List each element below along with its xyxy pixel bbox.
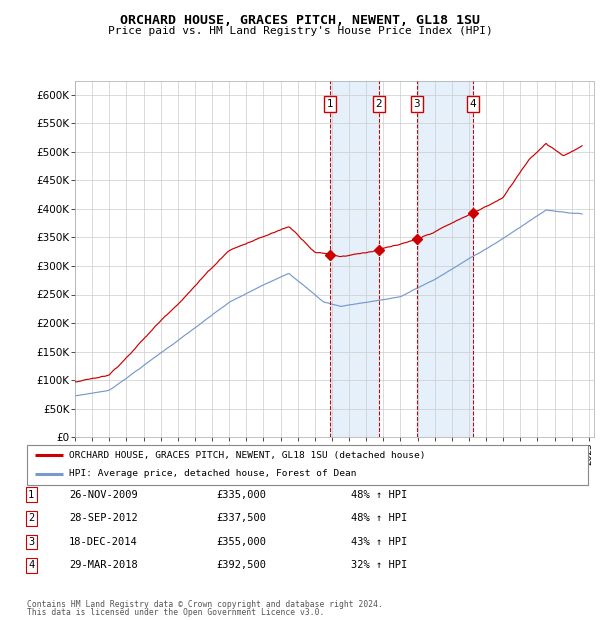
Text: 32% ↑ HPI: 32% ↑ HPI xyxy=(351,560,407,570)
Text: This data is licensed under the Open Government Licence v3.0.: This data is licensed under the Open Gov… xyxy=(27,608,325,617)
Text: 26-NOV-2009: 26-NOV-2009 xyxy=(69,490,138,500)
Text: Contains HM Land Registry data © Crown copyright and database right 2024.: Contains HM Land Registry data © Crown c… xyxy=(27,600,383,609)
Bar xyxy=(417,81,473,437)
Text: 48% ↑ HPI: 48% ↑ HPI xyxy=(351,513,407,523)
Text: 3: 3 xyxy=(28,537,34,547)
Text: 4: 4 xyxy=(28,560,34,570)
Text: 2: 2 xyxy=(376,99,382,108)
Text: 29-MAR-2018: 29-MAR-2018 xyxy=(69,560,138,570)
Text: 18-DEC-2014: 18-DEC-2014 xyxy=(69,537,138,547)
Text: 48% ↑ HPI: 48% ↑ HPI xyxy=(351,490,407,500)
Text: £392,500: £392,500 xyxy=(216,560,266,570)
Text: £337,500: £337,500 xyxy=(216,513,266,523)
Text: 43% ↑ HPI: 43% ↑ HPI xyxy=(351,537,407,547)
Text: ORCHARD HOUSE, GRACES PITCH, NEWENT, GL18 1SU: ORCHARD HOUSE, GRACES PITCH, NEWENT, GL1… xyxy=(120,14,480,27)
Text: £355,000: £355,000 xyxy=(216,537,266,547)
Bar xyxy=(330,81,379,437)
Text: HPI: Average price, detached house, Forest of Dean: HPI: Average price, detached house, Fore… xyxy=(69,469,356,479)
FancyBboxPatch shape xyxy=(27,445,588,485)
Text: ORCHARD HOUSE, GRACES PITCH, NEWENT, GL18 1SU (detached house): ORCHARD HOUSE, GRACES PITCH, NEWENT, GL1… xyxy=(69,451,425,460)
Text: Price paid vs. HM Land Registry's House Price Index (HPI): Price paid vs. HM Land Registry's House … xyxy=(107,26,493,36)
Text: 28-SEP-2012: 28-SEP-2012 xyxy=(69,513,138,523)
Text: £335,000: £335,000 xyxy=(216,490,266,500)
Text: 3: 3 xyxy=(413,99,420,108)
Text: 1: 1 xyxy=(327,99,334,108)
Text: 1: 1 xyxy=(28,490,34,500)
Text: 4: 4 xyxy=(470,99,476,108)
Text: 2: 2 xyxy=(28,513,34,523)
